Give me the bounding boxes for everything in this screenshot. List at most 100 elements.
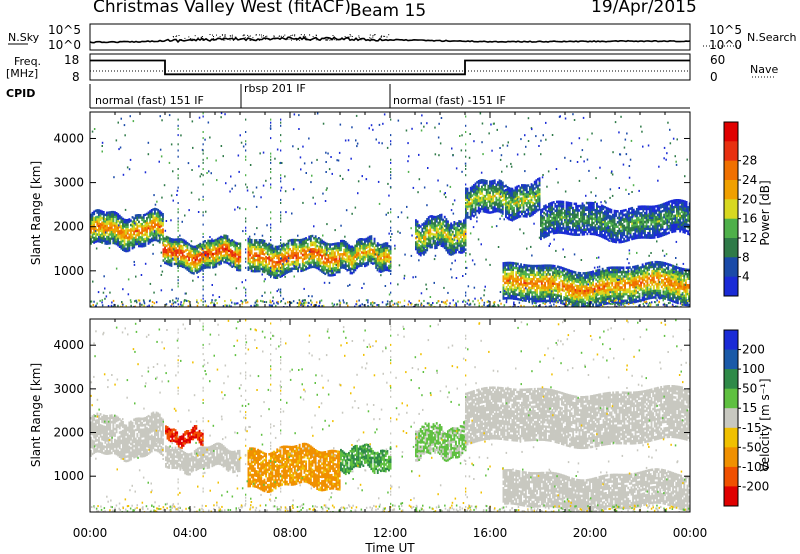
- heatmap-cell: [289, 267, 291, 271]
- heatmap-cell: [545, 293, 548, 296]
- heatmap-cell: [541, 214, 544, 218]
- heatmap-cell: [639, 212, 642, 215]
- heatmap-cell: [128, 244, 131, 248]
- heatmap-cell: [273, 273, 275, 277]
- heatmap-cell: [90, 235, 92, 239]
- heatmap-cell: [138, 225, 140, 228]
- heatmap-cell: [503, 185, 506, 188]
- heatmap-cell: [647, 207, 650, 211]
- heatmap-cell: [502, 277, 505, 280]
- heatmap-cell: [492, 197, 495, 200]
- heatmap-cell: [306, 256, 309, 259]
- heatmap-cell: [502, 266, 505, 269]
- heatmap-cell: [552, 297, 554, 301]
- heatmap-cell: [285, 269, 288, 272]
- heatmap-cell: [515, 282, 518, 285]
- heatmap-cell: [539, 286, 542, 290]
- heatmap-cell: [554, 216, 557, 219]
- heatmap-cell: [247, 237, 250, 241]
- heatmap-cell: [423, 222, 425, 225]
- heatmap-cell: [652, 231, 654, 235]
- heatmap-cell: [672, 201, 675, 205]
- heatmap-cell: [481, 192, 483, 195]
- heatmap-cell: [674, 223, 677, 226]
- heatmap-cell: [513, 202, 515, 206]
- heatmap-cell: [552, 284, 554, 287]
- heatmap-cell: [542, 268, 545, 272]
- heatmap-cell: [311, 241, 314, 244]
- heatmap-cell: [183, 263, 186, 267]
- heatmap-cell: [351, 245, 354, 248]
- heatmap-cell: [435, 235, 438, 238]
- heatmap-cell: [349, 269, 352, 273]
- heatmap-cell: [458, 224, 461, 227]
- heatmap-cell: [120, 225, 123, 228]
- heatmap-cell: [341, 242, 344, 245]
- heatmap-cell: [583, 228, 586, 232]
- heatmap-cell: [535, 207, 538, 211]
- heatmap-cell: [547, 268, 550, 272]
- heatmap-cell: [511, 216, 514, 219]
- heatmap-cell: [383, 264, 386, 268]
- heatmap-cell: [652, 227, 654, 230]
- heatmap-cell: [157, 233, 160, 236]
- heatmap-cell: [351, 267, 354, 270]
- heatmap-cell: [147, 226, 150, 230]
- heatmap-cell: [352, 251, 355, 254]
- heatmap-cell: [473, 184, 475, 187]
- heatmap-cell: [250, 238, 253, 242]
- heatmap-cell: [508, 266, 511, 269]
- heatmap-cell: [495, 209, 498, 213]
- heatmap-cell: [461, 251, 464, 254]
- heatmap-cell: [258, 269, 261, 273]
- heatmap-cell: [640, 234, 643, 237]
- heatmap-cell: [268, 255, 271, 259]
- heatmap-cell: [303, 240, 306, 243]
- heatmap-cell: [453, 227, 456, 231]
- heatmap-cell: [501, 183, 504, 187]
- heatmap-cell: [621, 233, 624, 237]
- heatmap-cell: [118, 234, 121, 237]
- heatmap-cell: [552, 229, 555, 233]
- heatmap-cell: [427, 231, 430, 235]
- heatmap-cell: [473, 192, 475, 196]
- heatmap-cell: [537, 195, 539, 199]
- heatmap-cell: [289, 270, 291, 273]
- heatmap-cell: [125, 234, 128, 237]
- heatmap-cell: [455, 248, 457, 252]
- heatmap-cell: [482, 181, 485, 184]
- heatmap-cell: [117, 228, 120, 232]
- heatmap-cell: [144, 244, 147, 247]
- heatmap-cell: [266, 270, 269, 273]
- heatmap-cell: [146, 234, 148, 238]
- heatmap-cell: [521, 184, 523, 187]
- heatmap-cell: [330, 252, 333, 255]
- heatmap-cell: [102, 237, 105, 240]
- heatmap-cell: [482, 203, 485, 206]
- heatmap-cell: [529, 203, 531, 207]
- heatmap-cell: [517, 204, 520, 208]
- heatmap-cell: [515, 288, 518, 292]
- heatmap-cell: [327, 269, 330, 272]
- heatmap-cell: [509, 218, 512, 221]
- heatmap-cell: [261, 256, 264, 260]
- heatmap-cell: [521, 285, 524, 289]
- heatmap-cell: [357, 249, 360, 253]
- heatmap-cell: [303, 244, 306, 247]
- heatmap-cell: [553, 282, 556, 285]
- heatmap-cell: [559, 229, 562, 232]
- heatmap-cell: [607, 231, 610, 235]
- heatmap-cell: [218, 256, 221, 259]
- heatmap-cell: [348, 259, 350, 263]
- heatmap-cell: [378, 252, 381, 255]
- heatmap-cell: [346, 258, 349, 261]
- heatmap-cell: [605, 213, 608, 216]
- heatmap-cell: [507, 288, 510, 291]
- heatmap-cell: [640, 220, 643, 224]
- heatmap-cell: [632, 208, 635, 212]
- heatmap-cell: [548, 279, 551, 283]
- heatmap-cell: [516, 271, 519, 274]
- heatmap-cell: [589, 215, 592, 218]
- heatmap-cell: [418, 226, 421, 229]
- heatmap-cell: [96, 233, 99, 236]
